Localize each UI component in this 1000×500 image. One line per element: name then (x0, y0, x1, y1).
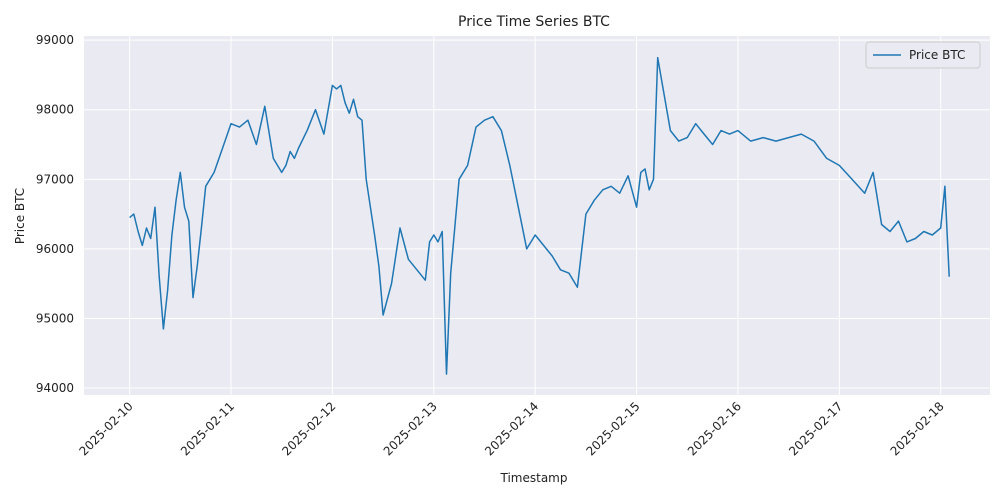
legend-box (865, 41, 981, 69)
y-tick-label: 94000 (36, 381, 74, 395)
y-tick-label: 95000 (36, 311, 74, 325)
y-tick-label: 98000 (36, 103, 74, 117)
chart-title: Price Time Series BTC (458, 14, 610, 30)
grid (84, 36, 990, 395)
x-axis-label: Timestamp (500, 471, 568, 485)
legend-label-price-btc: Price BTC (909, 48, 965, 62)
legend: Price BTC (865, 41, 981, 69)
y-axis-label: Price BTC (13, 188, 27, 244)
y-tick-label: 97000 (36, 172, 74, 186)
plot-area (84, 36, 990, 395)
y-tick-label: 96000 (36, 242, 74, 256)
series-line-price-btc (129, 56, 950, 375)
y-tick-label: 99000 (36, 33, 74, 47)
series-layer (129, 56, 950, 375)
